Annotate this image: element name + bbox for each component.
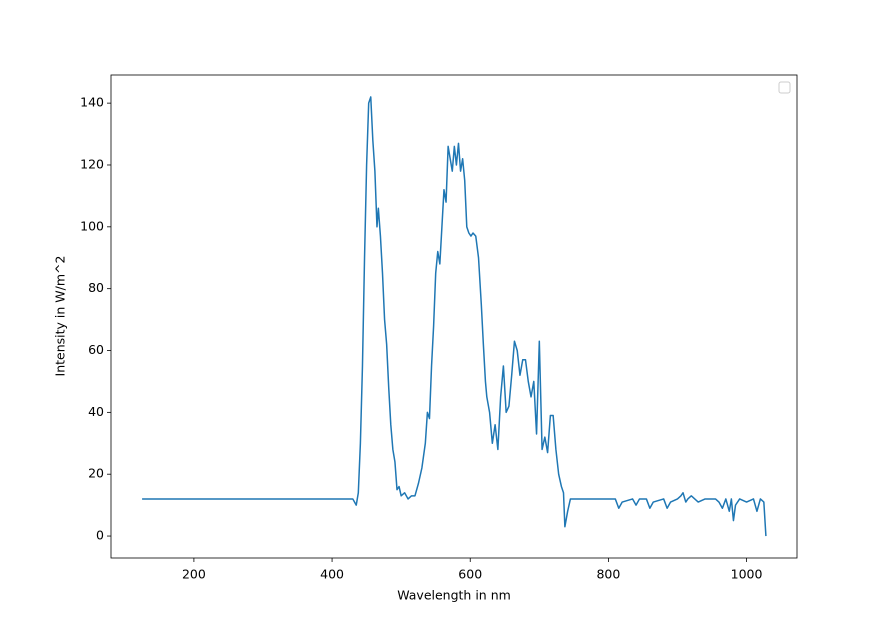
- x-tick-label: 600: [458, 567, 482, 582]
- y-tick-label: 140: [80, 95, 104, 110]
- y-tick-label: 0: [96, 528, 104, 543]
- y-tick-label: 40: [88, 404, 104, 419]
- y-tick-label: 120: [80, 156, 104, 171]
- legend-box: [778, 81, 791, 94]
- y-tick-label: 80: [88, 280, 104, 295]
- x-tick-label: 400: [320, 567, 344, 582]
- plot-frame: [110, 74, 798, 559]
- x-tick-label: 800: [596, 567, 620, 582]
- x-tick-label: 1000: [731, 567, 763, 582]
- y-tick-label: 100: [80, 218, 104, 233]
- x-tick-label: 200: [182, 567, 206, 582]
- y-tick-label: 60: [88, 342, 104, 357]
- x-axis-label: Wavelength in nm: [397, 588, 511, 603]
- data-line: [142, 96, 767, 537]
- y-axis-label: Intensity in W/m^2: [53, 256, 68, 377]
- y-tick-label: 20: [88, 466, 104, 481]
